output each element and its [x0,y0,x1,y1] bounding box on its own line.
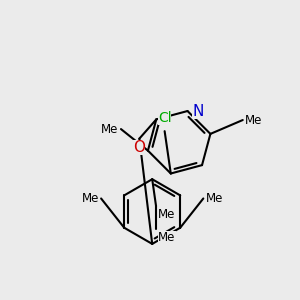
Text: Me: Me [81,192,99,205]
Text: Me: Me [158,231,176,244]
Text: N: N [192,103,203,118]
Text: Me: Me [158,208,176,221]
Text: O: O [134,140,146,155]
Text: Cl: Cl [158,111,171,125]
Text: Me: Me [245,113,262,127]
Text: Me: Me [206,192,223,205]
Text: Me: Me [101,123,119,136]
